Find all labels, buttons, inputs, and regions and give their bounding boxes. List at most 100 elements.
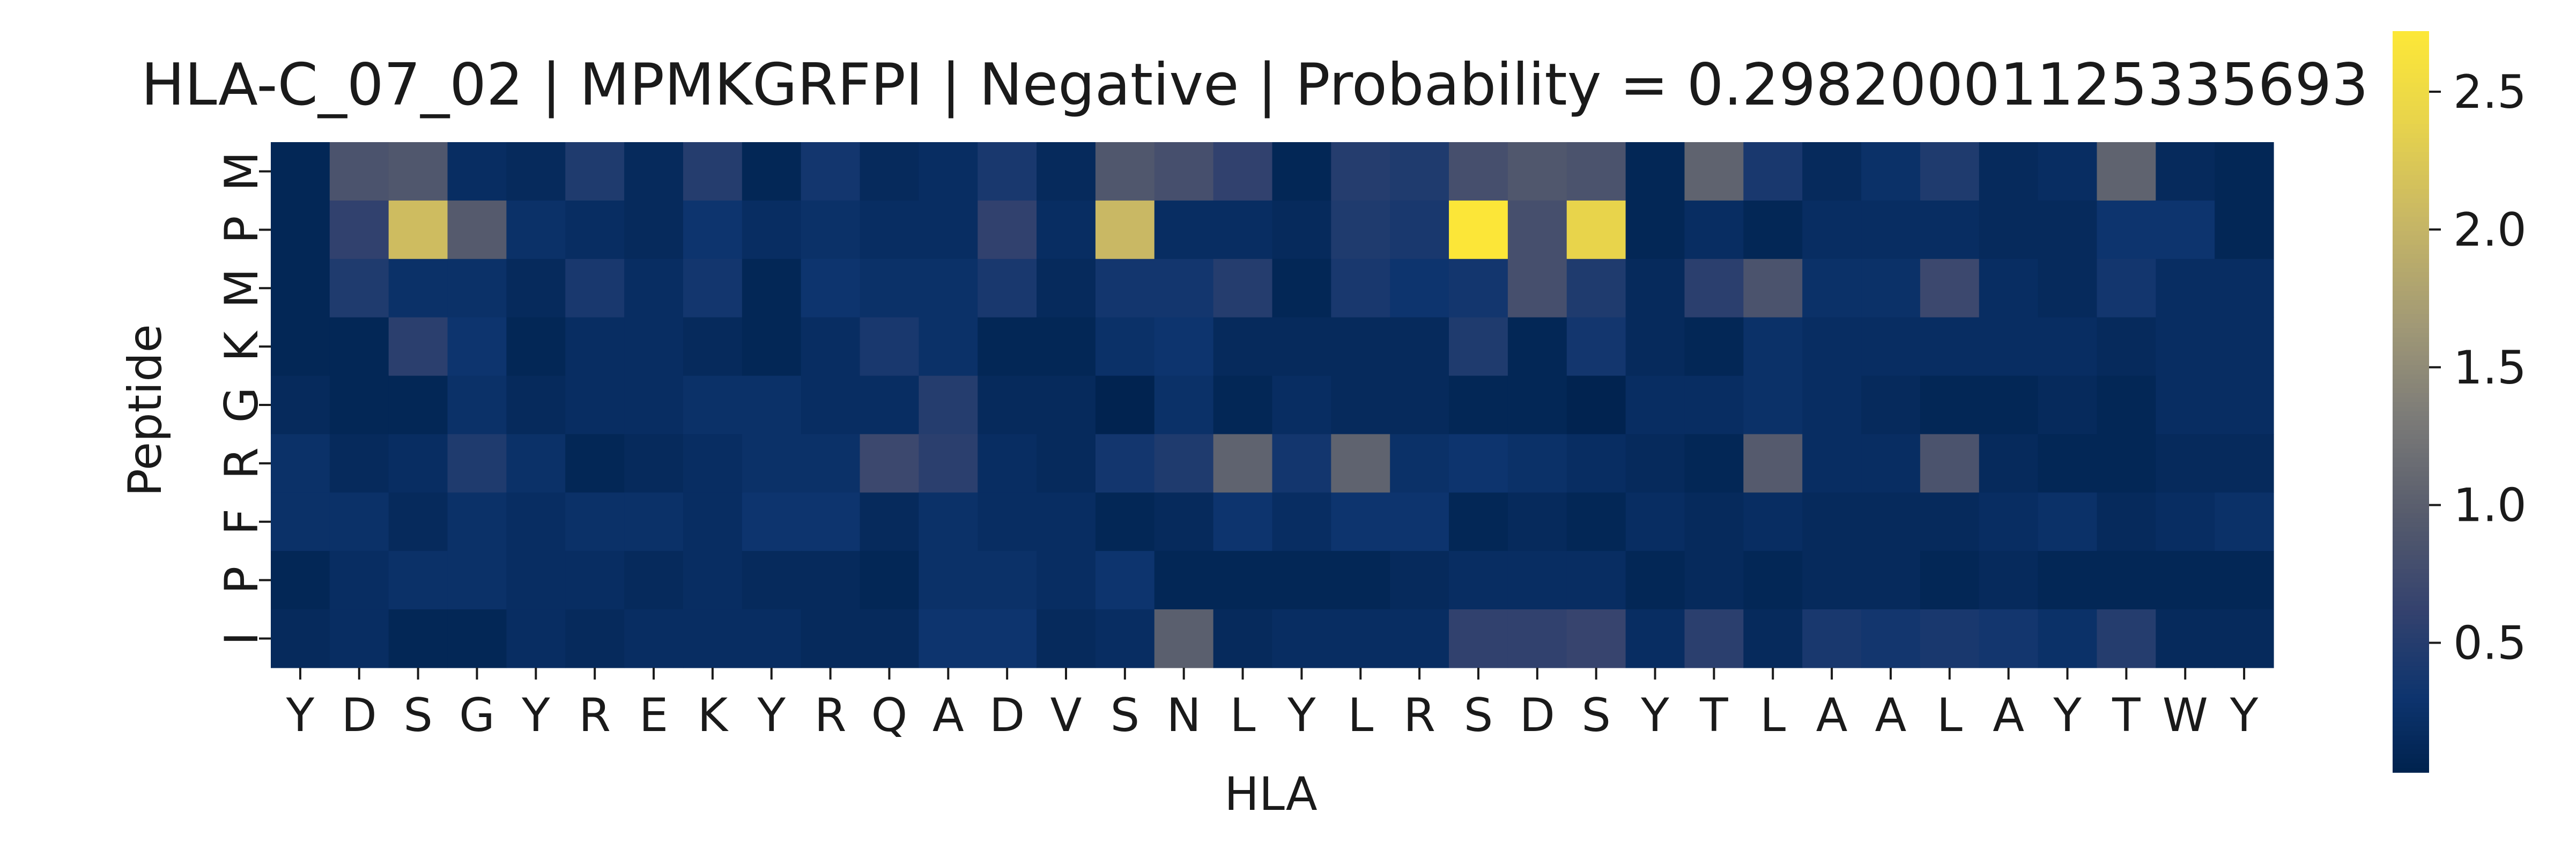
colorbar-segment — [2393, 346, 2429, 351]
heatmap-cell — [1684, 375, 1744, 435]
x-tick-label: L — [1230, 689, 1256, 742]
x-tick-label: A — [932, 689, 964, 742]
colorbar-segment — [2393, 253, 2429, 259]
heatmap-cell — [624, 142, 684, 201]
colorbar-tick-label: 1.0 — [2453, 479, 2527, 533]
heatmap-cell — [919, 434, 978, 493]
heatmap-cell — [1449, 142, 1508, 201]
colorbar-segment — [2393, 555, 2429, 560]
y-tick-label: R — [215, 447, 269, 479]
heatmap-cell — [329, 259, 389, 318]
heatmap-cell — [2156, 609, 2215, 668]
heatmap-cell — [1979, 200, 2039, 260]
heatmap-cell — [978, 317, 1037, 377]
heatmap-cell — [2097, 200, 2156, 260]
colorbar-segment — [2393, 522, 2429, 528]
colorbar-segment — [2393, 531, 2429, 537]
heatmap-cell — [624, 259, 684, 318]
colorbar-segment — [2393, 193, 2429, 198]
heatmap-cell — [624, 551, 684, 610]
heatmap-cell — [2156, 200, 2215, 260]
heatmap-cell — [683, 200, 743, 260]
heatmap-cell — [388, 492, 448, 551]
heatmap-cell — [447, 609, 507, 668]
colorbar-segment — [2393, 388, 2429, 393]
heatmap-cell — [1684, 142, 1744, 201]
heatmap-cell — [2097, 609, 2156, 668]
heatmap-cell — [1507, 492, 1567, 551]
heatmap-cell — [1684, 551, 1744, 610]
colorbar-segment — [2393, 378, 2429, 384]
heatmap-cell — [2038, 609, 2098, 668]
heatmap-cell — [2097, 375, 2156, 435]
x-axis-label: HLA — [1224, 768, 1317, 821]
heatmap-cell — [1154, 200, 1214, 260]
heatmap-cell — [624, 375, 684, 435]
heatmap-cell — [1095, 551, 1155, 610]
heatmap-cell — [447, 375, 507, 435]
heatmap-cell — [271, 200, 330, 260]
colorbar-segment — [2393, 82, 2429, 87]
heatmap-cell — [1920, 142, 1980, 201]
heatmap-cell — [1449, 551, 1508, 610]
colorbar-segment — [2393, 151, 2429, 157]
y-tick-label: F — [215, 508, 269, 535]
colorbar-segment — [2393, 156, 2429, 161]
colorbar-segment — [2393, 670, 2429, 676]
heatmap-cell — [565, 317, 625, 377]
heatmap-cell — [2156, 492, 2215, 551]
x-tick-label: N — [1167, 689, 1201, 742]
colorbar-segment — [2393, 272, 2429, 277]
colorbar-segment — [2393, 550, 2429, 555]
heatmap-cell — [1920, 492, 1980, 551]
heatmap-cell — [2215, 200, 2274, 260]
heatmap-cell — [801, 259, 861, 318]
colorbar-segment — [2393, 643, 2429, 648]
colorbar-segment — [2393, 295, 2429, 300]
colorbar-segment — [2393, 768, 2429, 773]
heatmap-cell — [801, 317, 861, 377]
heatmap-cell — [1802, 259, 1862, 318]
colorbar-segment — [2393, 443, 2429, 449]
colorbar-segment — [2393, 453, 2429, 458]
heatmap-cell — [329, 200, 389, 260]
heatmap-cell — [1802, 609, 1862, 668]
colorbar-segment — [2393, 425, 2429, 430]
heatmap-cell — [1802, 200, 1862, 260]
heatmap-cell — [565, 551, 625, 610]
colorbar-segment — [2393, 406, 2429, 412]
heatmap-cell — [1861, 142, 1921, 201]
heatmap-cell — [860, 375, 919, 435]
heatmap-cell — [447, 492, 507, 551]
heatmap-cell — [801, 492, 861, 551]
colorbar-segment — [2393, 197, 2429, 203]
colorbar-segment — [2393, 235, 2429, 240]
colorbar-segment — [2393, 610, 2429, 616]
colorbar-segment — [2393, 170, 2429, 175]
x-tick-label: A — [1993, 689, 2024, 742]
colorbar-segment — [2393, 123, 2429, 129]
heatmap-cell — [1507, 259, 1567, 318]
heatmap-cell — [1743, 551, 1803, 610]
colorbar-segment — [2393, 95, 2429, 101]
heatmap-cell — [801, 200, 861, 260]
colorbar-segment — [2393, 299, 2429, 305]
heatmap-cell — [1095, 609, 1155, 668]
heatmap-cell — [1154, 259, 1214, 318]
colorbar-segment — [2393, 684, 2429, 690]
x-tick-label: A — [1875, 689, 1907, 742]
x-tick-label: L — [1937, 689, 1963, 742]
heatmap-cell — [388, 200, 448, 260]
heatmap-cell — [2097, 259, 2156, 318]
heatmap-cell — [1625, 492, 1685, 551]
heatmap-cell — [1272, 317, 1331, 377]
heatmap-cell — [506, 317, 566, 377]
heatmap-cell — [978, 200, 1037, 260]
heatmap-cell — [2215, 609, 2274, 668]
colorbar-segment — [2393, 675, 2429, 681]
heatmap-cell — [2097, 142, 2156, 201]
heatmap-cell — [919, 142, 978, 201]
heatmap-cell — [1390, 434, 1449, 493]
colorbar-segment — [2393, 304, 2429, 310]
